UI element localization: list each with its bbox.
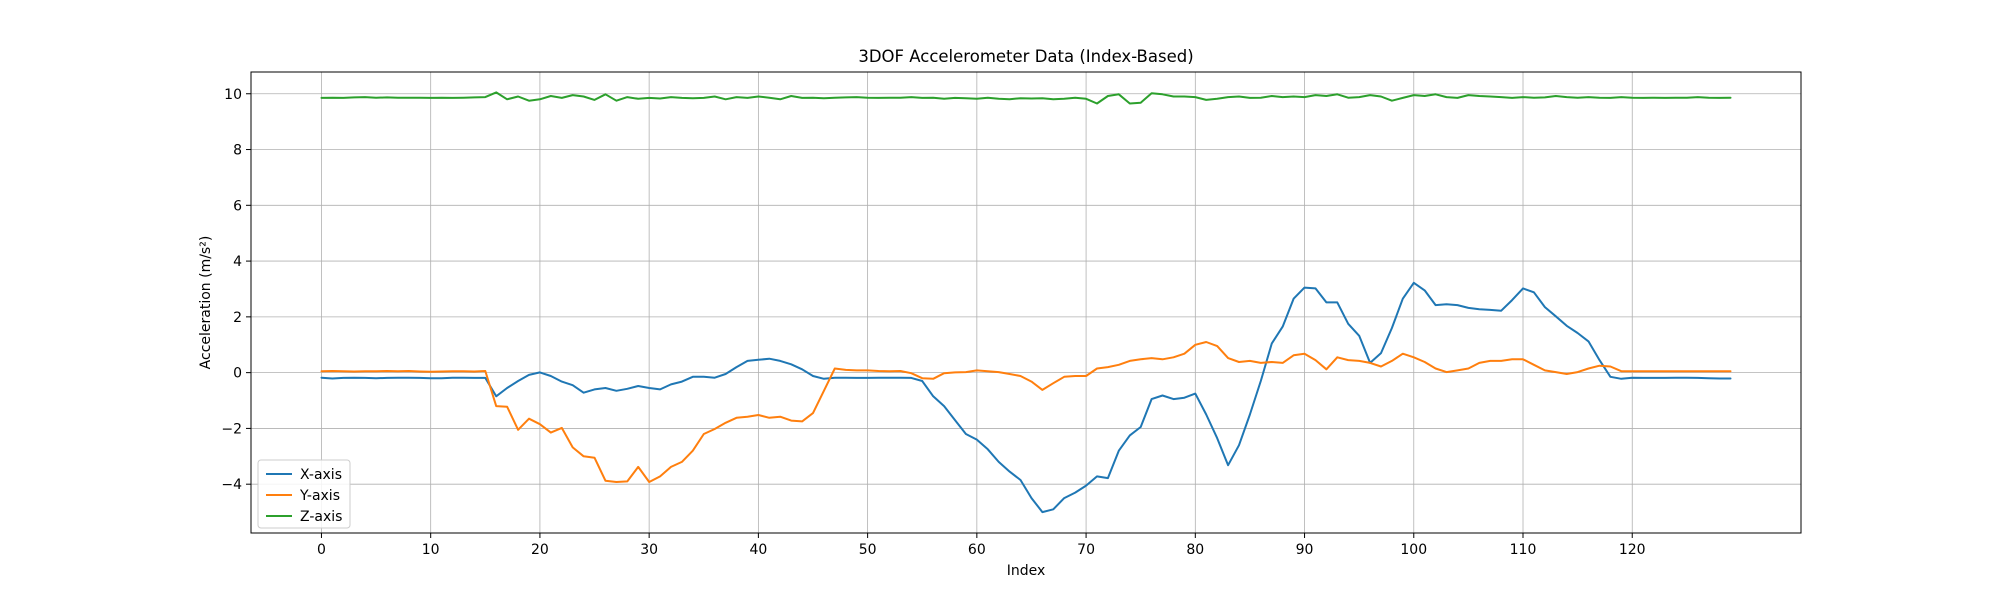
chart-title: 3DOF Accelerometer Data (Index-Based)	[858, 47, 1193, 66]
x-tick-label: 100	[1400, 542, 1427, 558]
x-tick-label: 30	[640, 542, 658, 558]
series-line-z-axis	[320, 91, 1732, 105]
x-axis-title: Index	[1007, 563, 1046, 579]
series-line-y-axis	[320, 341, 1732, 483]
plot-frame	[250, 71, 1802, 534]
y-tick-label: 2	[233, 310, 242, 326]
x-tick-label: 90	[1296, 542, 1314, 558]
grid-lines	[251, 72, 1801, 533]
x-tick-label: 110	[1510, 542, 1537, 558]
y-tick-label: 0	[233, 366, 242, 382]
x-tick-label: 20	[531, 542, 549, 558]
legend-label: X-axis	[300, 467, 342, 483]
legend: X-axis Y-axis Z-axis	[257, 459, 351, 529]
legend-box	[257, 459, 351, 529]
x-tick-label: 60	[968, 542, 986, 558]
series-lines	[320, 91, 1732, 514]
y-tick-label: 4	[233, 254, 242, 270]
x-tick-label: 70	[1077, 542, 1095, 558]
y-tick-label: −2	[221, 421, 242, 437]
x-tick-label: 0	[317, 542, 326, 558]
x-tick-label: 10	[422, 542, 440, 558]
x-tick-label: 80	[1186, 542, 1204, 558]
axis-ticks: 0 10 20 30 40 50 60 70 80 90 100 110 120 −4 −2 0 2 4 6 8 10	[221, 87, 1645, 558]
y-tick-label: −4	[221, 477, 242, 493]
legend-label: Y-axis	[299, 488, 340, 504]
legend-label: Z-axis	[300, 509, 342, 525]
series-line-x-axis	[320, 281, 1732, 514]
x-tick-label: 40	[749, 542, 767, 558]
x-tick-label: 120	[1619, 542, 1646, 558]
y-tick-label: 8	[233, 143, 242, 159]
y-tick-label: 6	[233, 198, 242, 214]
y-axis-title: Acceleration (m/s²)	[198, 236, 214, 370]
x-tick-label: 50	[859, 542, 877, 558]
y-tick-label: 10	[224, 87, 242, 103]
